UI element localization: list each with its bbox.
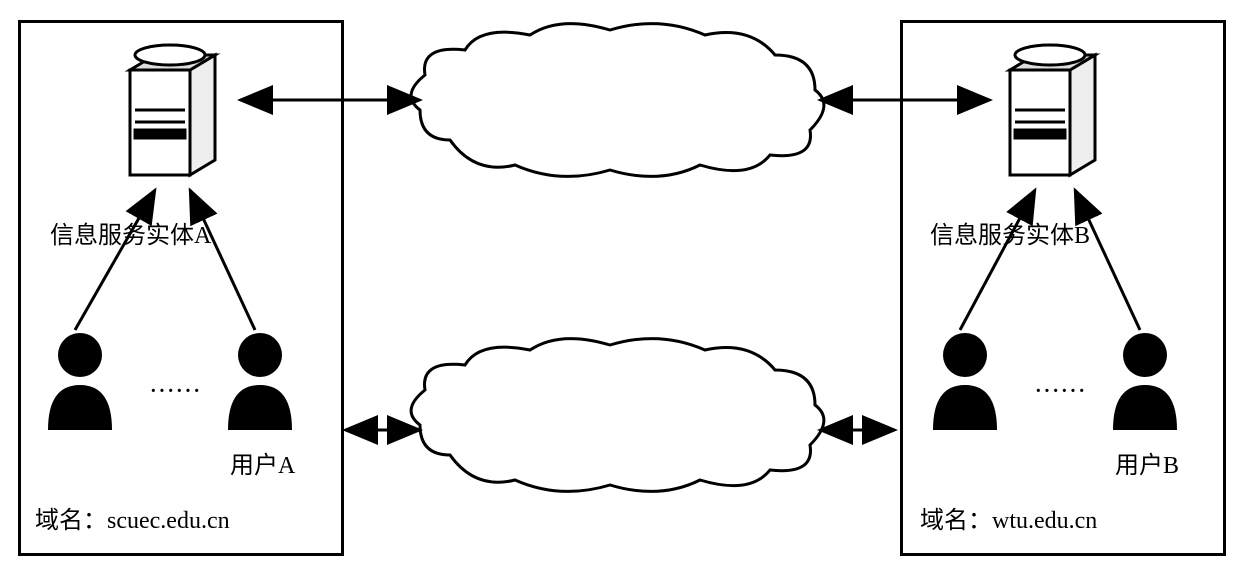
user-a1-icon (40, 330, 120, 435)
server-b-icon (1000, 40, 1110, 180)
dots-a: ······ (150, 380, 202, 403)
server-b-label: 信息服务实体B (930, 215, 1090, 250)
domain-a-label: 域名：scuec.edu.cn (35, 500, 230, 535)
cloud-ndn-label: NDN网络 (575, 418, 675, 453)
user-a-label: 用户A (230, 445, 295, 480)
domain-b-label: 域名：wtu.edu.cn (920, 500, 1097, 535)
cloud-blockchain-label: 区块链网络 (560, 100, 680, 135)
user-b1-icon (925, 330, 1005, 435)
server-a-label: 信息服务实体A (50, 215, 211, 250)
cloud-ndn-shape (411, 339, 824, 492)
user-b2-icon (1105, 330, 1185, 435)
user-b-label: 用户B (1115, 445, 1179, 480)
server-a-icon (120, 40, 230, 180)
user-a2-icon (220, 330, 300, 435)
dots-b: ······ (1035, 380, 1087, 403)
